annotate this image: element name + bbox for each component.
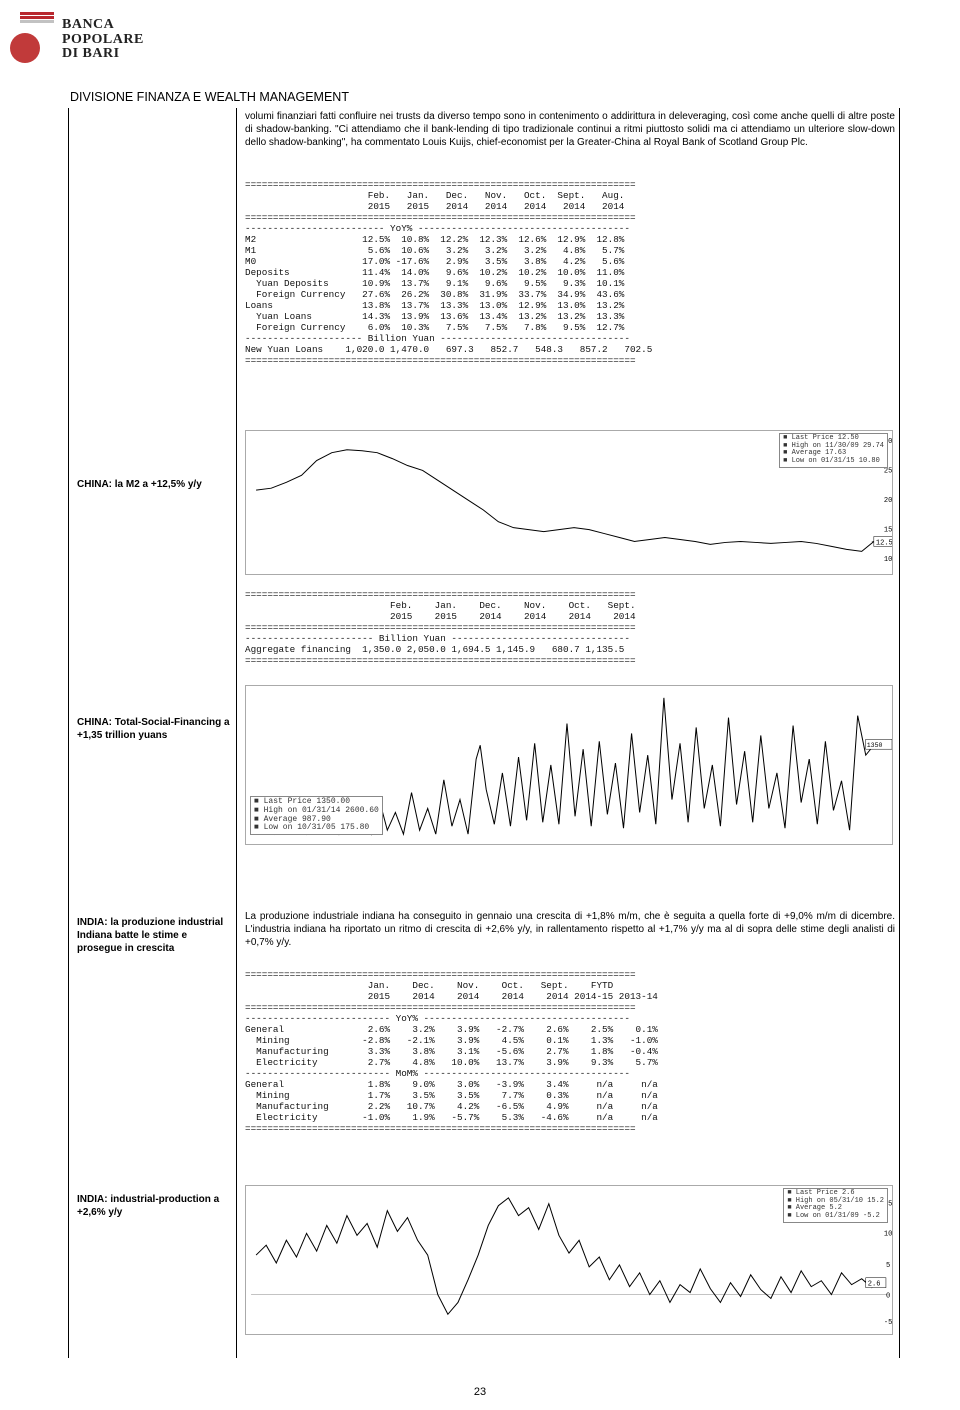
svg-text:10: 10 [884, 1230, 892, 1238]
svg-text:5: 5 [886, 1262, 890, 1270]
china-m2-chart: ■ Last Price 12.50■ High on 11/30/09 29.… [245, 430, 893, 575]
right-column: volumi finanziari fatti confluire nei tr… [237, 108, 901, 1358]
logo: BANCA POPOLARE DI BARI [20, 18, 144, 63]
india-paragraph: La produzione industriale indiana ha con… [237, 908, 901, 953]
logo-circle-icon [10, 33, 40, 63]
chart-india-legend: ■ Last Price 2.6■ High on 05/31/10 15.2■… [783, 1188, 888, 1223]
china-money-supply-table: ========================================… [237, 178, 901, 368]
svg-text:12.50: 12.50 [876, 539, 892, 547]
division-header: DIVISIONE FINANZA E WEALTH MANAGEMENT [70, 90, 349, 104]
note-india-ip: INDIA: industrial-production a +2,6% y/y [69, 1193, 236, 1219]
svg-text:-5: -5 [884, 1319, 892, 1327]
india-ip-table: ========================================… [237, 968, 901, 1137]
svg-text:1350: 1350 [867, 742, 883, 749]
svg-text:2.6: 2.6 [868, 1281, 881, 1289]
china-tsf-chart: ■ Last Price 1350.00■ High on 01/31/14 2… [245, 685, 893, 845]
logo-stripes [20, 12, 54, 23]
intro-paragraph: volumi finanziari fatti confluire nei tr… [237, 108, 901, 153]
svg-text:20: 20 [884, 497, 892, 505]
china-aggregate-financing-table: ========================================… [237, 588, 901, 669]
svg-text:25: 25 [884, 467, 892, 475]
india-ip-chart: ■ Last Price 2.6■ High on 05/31/10 15.2■… [245, 1185, 893, 1335]
note-india-prod: INDIA: la produzione industrial Indiana … [69, 916, 236, 955]
logo-line3: DI BARI [62, 47, 144, 62]
logo-line1: BANCA [62, 18, 144, 33]
svg-text:0: 0 [886, 1293, 890, 1301]
left-column: CHINA: la M2 a +12,5% y/y CHINA: Total-S… [69, 108, 237, 1358]
note-china-m2: CHINA: la M2 a +12,5% y/y [69, 478, 208, 491]
logo-text: BANCA POPOLARE DI BARI [62, 18, 144, 62]
note-china-tsf: CHINA: Total-Social-Financing a +1,35 tr… [69, 716, 236, 742]
page-number: 23 [0, 1386, 960, 1398]
chart-m2-legend: ■ Last Price 12.50■ High on 11/30/09 29.… [779, 433, 888, 468]
svg-text:10: 10 [884, 556, 892, 564]
logo-line2: POPOLARE [62, 33, 144, 48]
svg-text:15: 15 [884, 527, 892, 535]
content-frame: CHINA: la M2 a +12,5% y/y CHINA: Total-S… [68, 108, 900, 1358]
chart-tsf-legend: ■ Last Price 1350.00■ High on 01/31/14 2… [250, 796, 383, 835]
